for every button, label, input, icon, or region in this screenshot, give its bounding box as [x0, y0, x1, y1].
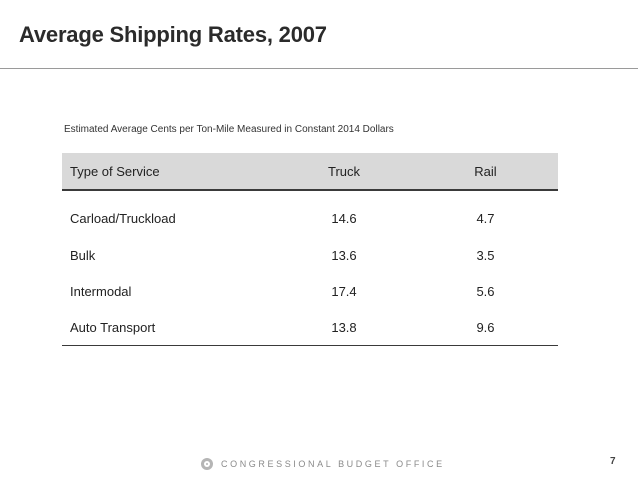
rail-rate-cell: 9.6 — [413, 309, 558, 346]
shipping-rates-table: Type of Service Truck Rail Carload/Truck… — [62, 153, 558, 346]
header-type-of-service: Type of Service — [62, 153, 275, 191]
title-divider — [0, 68, 638, 69]
truck-rate-cell: 17.4 — [331, 283, 357, 299]
service-cell: Bulk — [70, 247, 96, 263]
rail-rate-cell: 5.6 — [476, 283, 495, 299]
table-row: Bulk 13.6 3.5 — [62, 237, 558, 273]
header-truck: Truck — [275, 153, 413, 191]
table-row: Auto Transport 13.8 9.6 — [62, 309, 558, 346]
table-header-row: Type of Service Truck Rail — [62, 153, 558, 191]
footer: CONGRESSIONAL BUDGET OFFICE — [201, 458, 445, 470]
service-cell: Auto Transport — [62, 309, 275, 346]
rail-rate-cell: 4.7 — [476, 210, 495, 226]
table-caption: Estimated Average Cents per Ton-Mile Mea… — [64, 124, 394, 135]
rail-rate-cell: 3.5 — [476, 247, 495, 263]
cbo-seal-icon — [201, 458, 213, 470]
truck-rate-cell: 13.8 — [275, 309, 413, 346]
service-cell: Intermodal — [70, 283, 132, 299]
truck-rate-cell: 14.6 — [331, 210, 357, 226]
table-row: Carload/Truckload 14.6 4.7 — [62, 190, 558, 237]
slide-title: Average Shipping Rates, 2007 — [19, 22, 327, 47]
table-row: Intermodal 17.4 5.6 — [62, 273, 558, 309]
truck-rate-cell: 13.6 — [331, 247, 357, 263]
service-cell: Carload/Truckload — [70, 210, 176, 226]
footer-organization: CONGRESSIONAL BUDGET OFFICE — [221, 459, 445, 469]
header-rail: Rail — [413, 153, 558, 191]
page-number: 7 — [610, 456, 616, 467]
